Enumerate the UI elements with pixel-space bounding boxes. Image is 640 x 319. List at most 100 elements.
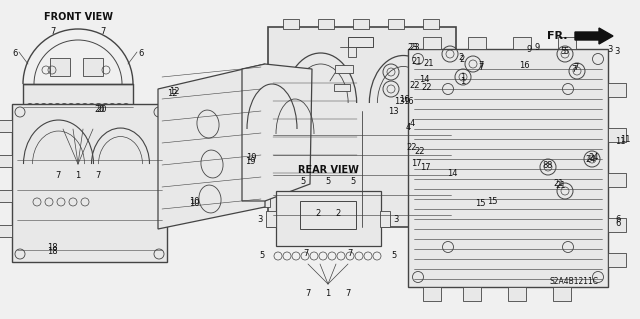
Text: 6: 6 xyxy=(138,49,144,58)
Text: 18: 18 xyxy=(47,242,58,251)
Text: 9: 9 xyxy=(534,43,540,53)
Text: FRONT VIEW: FRONT VIEW xyxy=(44,12,113,22)
Bar xyxy=(12,104,167,262)
Text: 7: 7 xyxy=(51,27,56,36)
Bar xyxy=(0,155,12,167)
Text: 17: 17 xyxy=(420,162,430,172)
Text: 5: 5 xyxy=(350,177,356,187)
Text: 3: 3 xyxy=(394,214,399,224)
Bar xyxy=(608,218,626,232)
Ellipse shape xyxy=(197,110,219,138)
Text: 3: 3 xyxy=(607,44,612,54)
Text: 23: 23 xyxy=(410,43,420,53)
Text: 7: 7 xyxy=(348,249,353,258)
Bar xyxy=(454,85,468,97)
Bar xyxy=(380,211,390,227)
Polygon shape xyxy=(242,64,312,201)
Text: 10: 10 xyxy=(189,199,199,209)
Bar xyxy=(300,201,356,229)
Bar xyxy=(348,37,373,47)
Text: 22: 22 xyxy=(415,147,425,157)
Bar xyxy=(266,211,276,227)
Text: 5: 5 xyxy=(561,48,566,56)
Bar xyxy=(408,49,608,287)
Text: 11: 11 xyxy=(615,137,625,145)
Text: 5: 5 xyxy=(563,47,568,56)
Text: 7: 7 xyxy=(305,290,310,299)
Text: REAR VIEW: REAR VIEW xyxy=(298,165,358,175)
Text: 23: 23 xyxy=(408,42,419,51)
Text: 5: 5 xyxy=(392,251,397,261)
Bar xyxy=(558,37,576,49)
Bar xyxy=(608,173,626,187)
Text: 22: 22 xyxy=(407,143,417,152)
Text: 24: 24 xyxy=(589,153,599,162)
Text: 12: 12 xyxy=(167,90,177,99)
Bar xyxy=(256,115,270,127)
Text: 2: 2 xyxy=(335,209,340,218)
Bar xyxy=(276,191,381,246)
Ellipse shape xyxy=(201,150,223,178)
Bar xyxy=(454,160,468,172)
Bar xyxy=(83,58,103,76)
Bar xyxy=(283,19,299,29)
Text: 21: 21 xyxy=(556,182,566,190)
Bar xyxy=(256,195,270,207)
Bar xyxy=(608,128,626,142)
Text: 21: 21 xyxy=(412,57,422,66)
Bar xyxy=(0,225,12,237)
Text: 16: 16 xyxy=(518,61,529,70)
Text: 7: 7 xyxy=(95,172,100,181)
Bar xyxy=(388,19,404,29)
Text: 16: 16 xyxy=(403,97,413,106)
Text: 14: 14 xyxy=(419,75,429,84)
Bar xyxy=(423,37,441,49)
Text: 10: 10 xyxy=(189,197,199,205)
Text: 1: 1 xyxy=(460,77,466,85)
Bar xyxy=(256,155,270,167)
Text: 13: 13 xyxy=(388,107,398,115)
Text: 20: 20 xyxy=(97,105,108,114)
FancyArrow shape xyxy=(575,28,613,44)
Text: 6: 6 xyxy=(615,214,621,224)
Text: 16: 16 xyxy=(399,94,410,103)
Polygon shape xyxy=(158,64,265,229)
Bar xyxy=(454,125,468,137)
Text: 14: 14 xyxy=(447,169,457,179)
Text: 8: 8 xyxy=(547,160,552,169)
Bar xyxy=(513,37,531,49)
Text: 5: 5 xyxy=(259,251,264,261)
Bar xyxy=(334,84,350,91)
Text: 3: 3 xyxy=(257,214,262,224)
Bar xyxy=(608,83,626,97)
Bar xyxy=(0,120,12,132)
Text: 4: 4 xyxy=(405,122,411,131)
Text: 5: 5 xyxy=(300,177,306,187)
Bar xyxy=(353,19,369,29)
Text: 24: 24 xyxy=(586,155,596,165)
Text: 17: 17 xyxy=(411,159,421,167)
Bar xyxy=(348,47,356,57)
Text: 4: 4 xyxy=(410,120,415,129)
Text: 7: 7 xyxy=(55,172,61,181)
Text: 19: 19 xyxy=(246,152,256,161)
Bar xyxy=(423,19,439,29)
Text: 9: 9 xyxy=(526,44,532,54)
Text: 7: 7 xyxy=(303,249,308,258)
Text: 7: 7 xyxy=(100,27,106,36)
Bar xyxy=(468,37,486,49)
Text: 6: 6 xyxy=(12,49,18,58)
Bar xyxy=(0,190,12,202)
Text: 19: 19 xyxy=(244,158,255,167)
Text: 1: 1 xyxy=(325,290,331,299)
Text: 21: 21 xyxy=(424,60,435,69)
Text: S2A4B1211C: S2A4B1211C xyxy=(549,277,598,286)
Bar xyxy=(553,287,571,301)
Text: 18: 18 xyxy=(47,247,58,256)
Text: 12: 12 xyxy=(169,87,179,97)
Text: 22: 22 xyxy=(410,80,420,90)
Text: 7: 7 xyxy=(478,63,484,71)
Text: 1: 1 xyxy=(460,73,466,83)
Text: 7: 7 xyxy=(572,65,577,75)
Text: 20: 20 xyxy=(95,105,105,114)
